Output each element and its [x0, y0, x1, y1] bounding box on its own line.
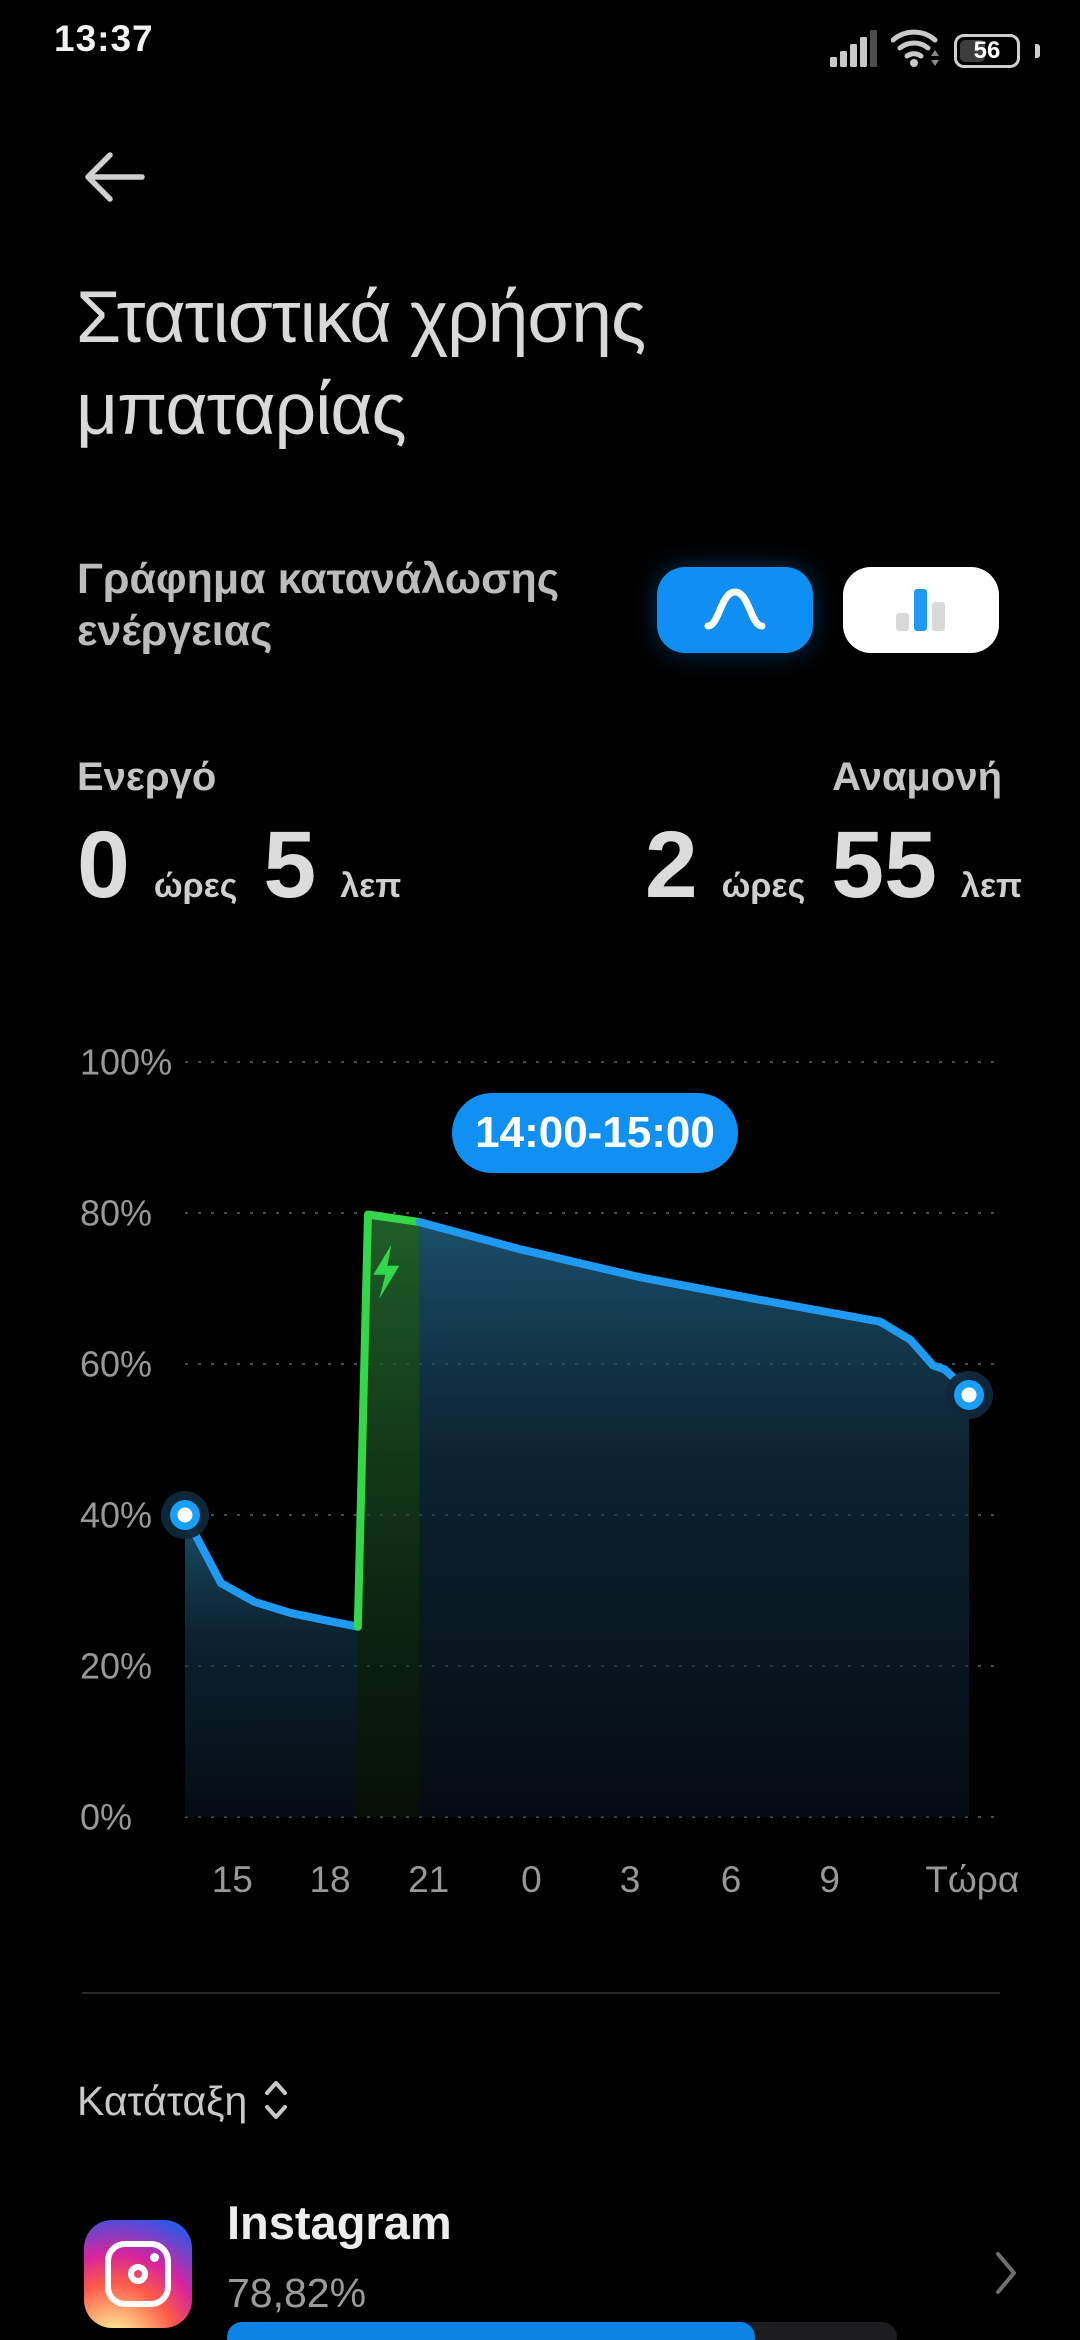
page-title: Στατιστικά χρήσης μπαταρίας: [76, 277, 646, 450]
bar-chart-toggle-button[interactable]: [843, 567, 999, 653]
status-clock: 13:37: [54, 18, 154, 59]
usage-labels-row: Ενεργό Αναμονή: [77, 755, 1002, 800]
y-tick-label: 20%: [80, 1646, 152, 1687]
section-divider: [82, 1992, 1000, 1994]
battery-history-chart[interactable]: 0% 20% 40% 60% 80% 100% 15 18 21 0 3 6 9 Τώρα: [0, 1020, 1080, 1920]
x-tick-label: 0: [521, 1859, 542, 1900]
chart-end-dot-core: [961, 1387, 977, 1403]
charging-area: [357, 1214, 420, 1817]
charging-line: [353, 1210, 424, 1631]
app-name: Instagram: [227, 2196, 452, 2249]
discharge-after-charge-area: [419, 1222, 969, 1817]
standby-hours-unit: ώρες: [721, 867, 806, 905]
back-button[interactable]: [76, 148, 152, 208]
battery-percent-text: 56: [973, 36, 1001, 64]
active-hours: 0: [77, 812, 130, 918]
app-usage-progress-track: [227, 2322, 897, 2340]
instagram-lens: [128, 2264, 148, 2284]
standby-hours: 2: [644, 812, 698, 918]
usage-values-row: 0 ώρες 5 λεπ 2 ώρες 55 λεπ: [77, 818, 1022, 913]
signal-bars-icon: [830, 29, 878, 72]
instagram-camera-outline: [105, 2241, 171, 2307]
sort-updown-icon: [263, 2079, 289, 2124]
charging-bolt-icon: [373, 1244, 400, 1299]
chevron-right-icon: [994, 2250, 1018, 2301]
x-tick-label: 6: [721, 1859, 742, 1900]
active-label: Ενεργό: [77, 755, 217, 799]
y-tick-label: 40%: [80, 1495, 152, 1536]
active-minutes: 5: [263, 812, 317, 918]
curve-icon: [702, 585, 768, 636]
instagram-icon: [84, 2220, 192, 2328]
standby-label: Αναμονή: [832, 755, 1002, 799]
instagram-flash-dot: [150, 2253, 159, 2262]
active-hours-unit: ώρες: [153, 867, 238, 905]
status-icons: 56: [830, 28, 1040, 73]
y-tick-label: 80%: [80, 1193, 152, 1234]
standby-minutes-unit: λεπ: [960, 867, 1022, 905]
app-usage-row[interactable]: Instagram 78,82%: [0, 2195, 1080, 2340]
battery-icon: 56: [954, 33, 1020, 68]
app-usage-percent: 78,82%: [227, 2270, 367, 2316]
wifi-icon: [890, 28, 941, 73]
status-bar: 13:37: [0, 0, 1080, 70]
chart-tooltip: 14:00-15:00: [452, 1093, 738, 1173]
active-duration: 0 ώρες 5 λεπ: [77, 818, 401, 913]
chart-start-dot-core: [177, 1507, 193, 1523]
x-tick-label: 21: [408, 1859, 449, 1900]
y-tick-label: 0%: [80, 1797, 132, 1838]
y-tick-label: 100%: [80, 1042, 172, 1083]
x-tick-label: 9: [819, 1859, 840, 1900]
battery-nub: [1035, 43, 1040, 58]
bars-icon: [892, 587, 950, 634]
battery-fill: [960, 39, 986, 62]
y-tick-label: 60%: [80, 1344, 152, 1385]
chart-type-toggle-group: [657, 567, 999, 653]
x-tick-label: 3: [620, 1859, 641, 1900]
line-chart-toggle-button[interactable]: [657, 567, 813, 653]
app-progress-fill: [227, 2322, 756, 2340]
graph-section-label: Γράφημα κατανάλωσης ενέργειας: [77, 555, 560, 656]
active-minutes-unit: λεπ: [340, 867, 402, 905]
x-tick-label: 15: [212, 1859, 253, 1900]
standby-duration: 2 ώρες 55 λεπ: [645, 818, 1022, 913]
x-tick-label: Τώρα: [925, 1859, 1019, 1900]
ranking-label: Κατάταξη: [77, 2078, 248, 2124]
x-tick-label: 18: [309, 1859, 350, 1900]
back-arrow-icon: [80, 151, 148, 207]
ranking-sort-button[interactable]: Κατάταξη: [77, 2078, 289, 2125]
standby-minutes: 55: [831, 812, 937, 918]
discharge-before-charge-line: [181, 1511, 362, 1631]
